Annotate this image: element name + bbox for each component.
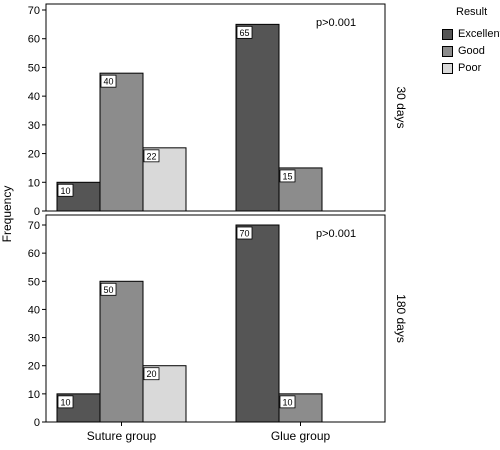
data-label: 40 [103, 77, 113, 87]
panel-1: 0 10 20 30 40 50 60 70 10 65 40 15 22 p>0.001 30 days [28, 3, 408, 218]
p-value-annotation: p>0.001 [316, 17, 356, 29]
bar [235, 224, 280, 423]
y-tick-label: 60 [28, 248, 40, 260]
data-label: 10 [282, 397, 292, 407]
x-tick-label: Suture group [87, 429, 157, 443]
legend-label-good: Good [458, 45, 485, 57]
panel-2: 0 10 20 30 40 50 60 70 10 70 50 10 20 p>0.001 180 days [28, 214, 408, 429]
bar [99, 280, 144, 423]
data-label-box [143, 367, 160, 381]
data-label-box [236, 25, 253, 39]
y-tick-label: 60 [28, 34, 40, 46]
data-label: 10 [60, 397, 70, 407]
data-label: 20 [146, 369, 156, 379]
y-tick-label: 0 [34, 206, 40, 218]
y-tick-label: 70 [28, 220, 40, 232]
legend-title: Result [456, 6, 488, 18]
y-axis-label: Frequency [0, 186, 14, 243]
bar [235, 23, 280, 212]
p-value-annotation: p>0.001 [316, 228, 356, 240]
legend-label-excellent: Excellent [458, 28, 500, 40]
x-tick-label: Glue group [271, 429, 331, 443]
y-tick-label: 20 [28, 149, 40, 161]
panel-frame [45, 3, 386, 212]
y-tick-label: 20 [28, 361, 40, 373]
y-tick-label: 10 [28, 389, 40, 401]
legend-swatch-poor [442, 63, 453, 74]
y-tick-label: 40 [28, 91, 40, 103]
y-tick-label: 0 [34, 417, 40, 429]
data-label-box [57, 395, 74, 409]
y-tick-label: 30 [28, 333, 40, 345]
bar [99, 72, 144, 212]
data-label-box [236, 226, 253, 240]
legend-swatch-excellent [442, 29, 453, 40]
y-tick-label: 50 [28, 276, 40, 288]
panel-strip-label: 30 days [394, 86, 408, 128]
legend-label-poor: Poor [458, 62, 482, 74]
data-label: 65 [239, 28, 249, 38]
y-tick-label: 10 [28, 177, 40, 189]
data-label: 50 [103, 285, 113, 295]
y-tick-label: 70 [28, 5, 40, 17]
data-label: 22 [146, 151, 156, 161]
data-label-box [57, 183, 74, 197]
y-tick-label: 50 [28, 62, 40, 74]
data-label-box [279, 169, 296, 183]
data-label: 15 [282, 171, 292, 181]
data-label: 10 [60, 186, 70, 196]
legend-swatch-good [442, 46, 453, 57]
panel-strip-label: 180 days [394, 294, 408, 343]
y-tick-label: 40 [28, 304, 40, 316]
y-tick-label: 30 [28, 120, 40, 132]
data-label-box [100, 282, 117, 296]
panel-frame [45, 214, 386, 423]
data-label-box [100, 74, 117, 88]
data-label-box [279, 395, 296, 409]
data-label-box [143, 149, 160, 163]
data-label: 70 [239, 229, 249, 239]
